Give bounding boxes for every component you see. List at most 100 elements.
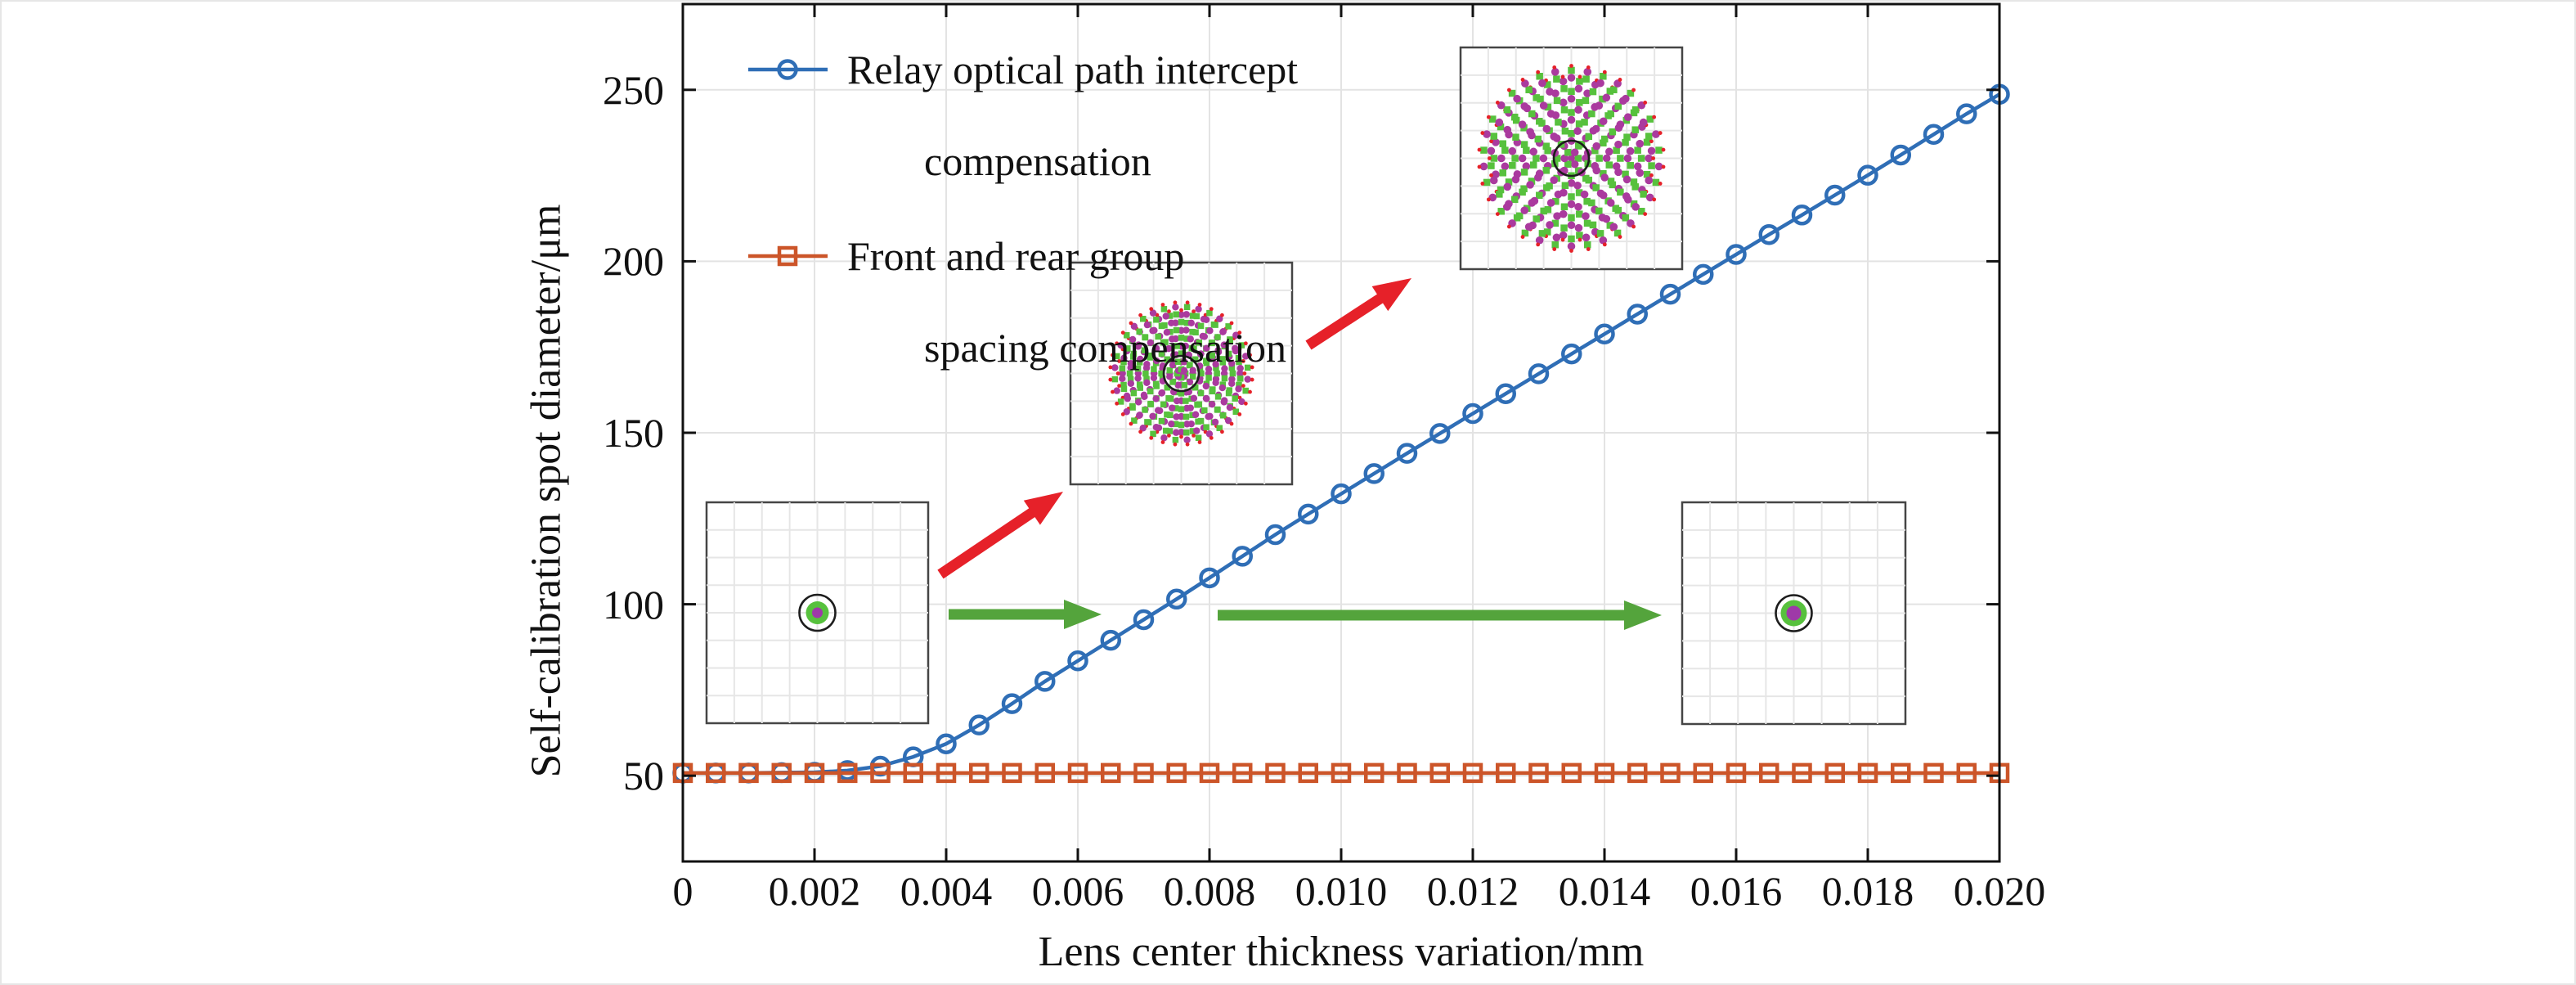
spot-ray-magenta xyxy=(1244,376,1251,383)
spot-ray-magenta xyxy=(1503,203,1511,211)
spot-ray-red-tip xyxy=(1536,242,1541,247)
spot-ray-magenta xyxy=(1127,360,1135,367)
spot-ray-green xyxy=(1127,376,1134,383)
spot-ray-green xyxy=(1191,345,1197,352)
data-point-circle xyxy=(1363,463,1384,484)
spot-ray-red-tip xyxy=(1185,300,1190,305)
data-point-square xyxy=(1956,762,1977,784)
spot-ray-green xyxy=(1536,73,1543,80)
spot-ray-red-tip xyxy=(1248,353,1252,358)
spot-ray-red-tip xyxy=(1631,224,1636,229)
data-point-circle xyxy=(1594,323,1615,345)
spot-ray-green xyxy=(1599,95,1606,103)
spot-ray-magenta xyxy=(1220,341,1227,349)
spot-ray-magenta xyxy=(1535,236,1544,245)
spot-ray-magenta xyxy=(1622,175,1631,184)
spot-ray-red-tip xyxy=(1185,442,1190,447)
spot-ray-green xyxy=(1189,428,1196,434)
spot-ray-red-tip xyxy=(1120,331,1125,335)
spot-ray-magenta xyxy=(1533,173,1542,182)
spot-ray-magenta xyxy=(1570,148,1579,157)
spot-ray-red-tip xyxy=(1192,309,1196,314)
spot-ray-green xyxy=(1537,95,1544,103)
spot-ray-red-tip xyxy=(1477,164,1482,169)
arrow-green-1 xyxy=(949,600,1102,629)
spot-ray-green xyxy=(1510,196,1519,204)
spot-ray-green xyxy=(1533,155,1540,162)
spot-ray-green xyxy=(1497,186,1505,194)
spot-ray-magenta xyxy=(1187,420,1195,428)
spot-ray-green xyxy=(1583,197,1591,205)
spot-ray-magenta xyxy=(1154,407,1162,414)
spot-ray-green xyxy=(1195,434,1202,441)
spot-ray-green xyxy=(1631,183,1639,191)
spot-ray-magenta xyxy=(1212,379,1219,386)
spot-ray-red-tip xyxy=(1179,434,1183,439)
spot-ray-red-tip xyxy=(1586,247,1591,251)
spot-ray-green xyxy=(1490,133,1498,140)
spot-ray-red-tip xyxy=(1243,401,1248,406)
spot-ray-green xyxy=(1542,142,1551,150)
spot-ray-green xyxy=(1499,169,1506,177)
spot-ray-magenta xyxy=(1520,206,1529,214)
spot-ray-magenta xyxy=(1236,364,1244,372)
spot-ray-red-tip xyxy=(1111,353,1115,358)
spot-ray-red-tip xyxy=(1160,303,1165,307)
spot-ray-green xyxy=(1151,366,1157,372)
arrow-head xyxy=(1064,600,1102,629)
spot-ray-green xyxy=(1510,113,1519,121)
spot-ray-green xyxy=(1130,350,1138,358)
spot-ray-green xyxy=(1169,379,1176,385)
spot-ray-green xyxy=(1214,394,1222,400)
data-point-square xyxy=(706,762,726,784)
spot-ray-green xyxy=(1497,208,1505,215)
spot-ray-green xyxy=(1496,191,1503,198)
inset-lower-left xyxy=(705,501,930,725)
data-point-circle xyxy=(1528,363,1550,385)
spot-ray-green xyxy=(1553,97,1561,105)
spot-ray-green xyxy=(1166,367,1174,374)
airy-circle xyxy=(1552,139,1591,178)
spot-ray-red-tip xyxy=(1250,365,1254,370)
spot-ray-magenta xyxy=(1567,178,1576,187)
spot-ray-green xyxy=(1588,199,1595,207)
spot-ray-magenta xyxy=(1143,379,1151,386)
spot-ray-red-tip xyxy=(1179,308,1183,313)
spot-ray-magenta xyxy=(1524,223,1533,232)
spot-ray-magenta xyxy=(1147,339,1155,347)
data-point-circle xyxy=(1923,124,1945,146)
spot-ray-magenta xyxy=(1218,384,1226,392)
spot-ray-green xyxy=(1610,86,1618,94)
spot-ray-green xyxy=(1622,138,1629,146)
spot-ray-red-tip xyxy=(1661,147,1666,152)
data-point-square xyxy=(1824,762,1845,784)
spot-ray-magenta xyxy=(1186,378,1194,386)
spot-ray-green xyxy=(1655,146,1663,154)
spot-ray-magenta xyxy=(1492,138,1500,146)
data-point-circle xyxy=(1824,184,1846,206)
spot-ray-green xyxy=(1189,328,1196,335)
legend-marker-square xyxy=(777,245,798,267)
spot-ray-magenta xyxy=(1214,346,1222,354)
spot-ray-magenta xyxy=(1599,236,1608,245)
spot-ray-green xyxy=(1581,119,1588,126)
spot-ray-green xyxy=(1225,323,1232,330)
arrow-head xyxy=(1624,600,1662,630)
spot-ray-green xyxy=(1568,235,1575,243)
spot-ray-red-tip xyxy=(1115,371,1120,376)
spot-ray-magenta xyxy=(1501,162,1510,171)
spot-ray-green xyxy=(1521,229,1529,237)
data-point-square xyxy=(1462,762,1483,784)
spot-ray-green xyxy=(1582,75,1590,83)
spot-ray-magenta xyxy=(1596,79,1604,88)
spot-ray-green xyxy=(1529,161,1537,169)
spot-ray-magenta xyxy=(1136,412,1143,419)
spot-ray-green xyxy=(1174,343,1180,349)
spot-ray-green xyxy=(1630,178,1638,186)
spot-ray-green xyxy=(1552,197,1560,205)
spot-ray-green xyxy=(1609,128,1617,136)
spot-ray-magenta xyxy=(1113,387,1120,394)
spot-ray-red-tip xyxy=(1495,212,1500,216)
spot-ray-green xyxy=(1213,365,1219,371)
spot-ray-green xyxy=(1553,155,1561,162)
